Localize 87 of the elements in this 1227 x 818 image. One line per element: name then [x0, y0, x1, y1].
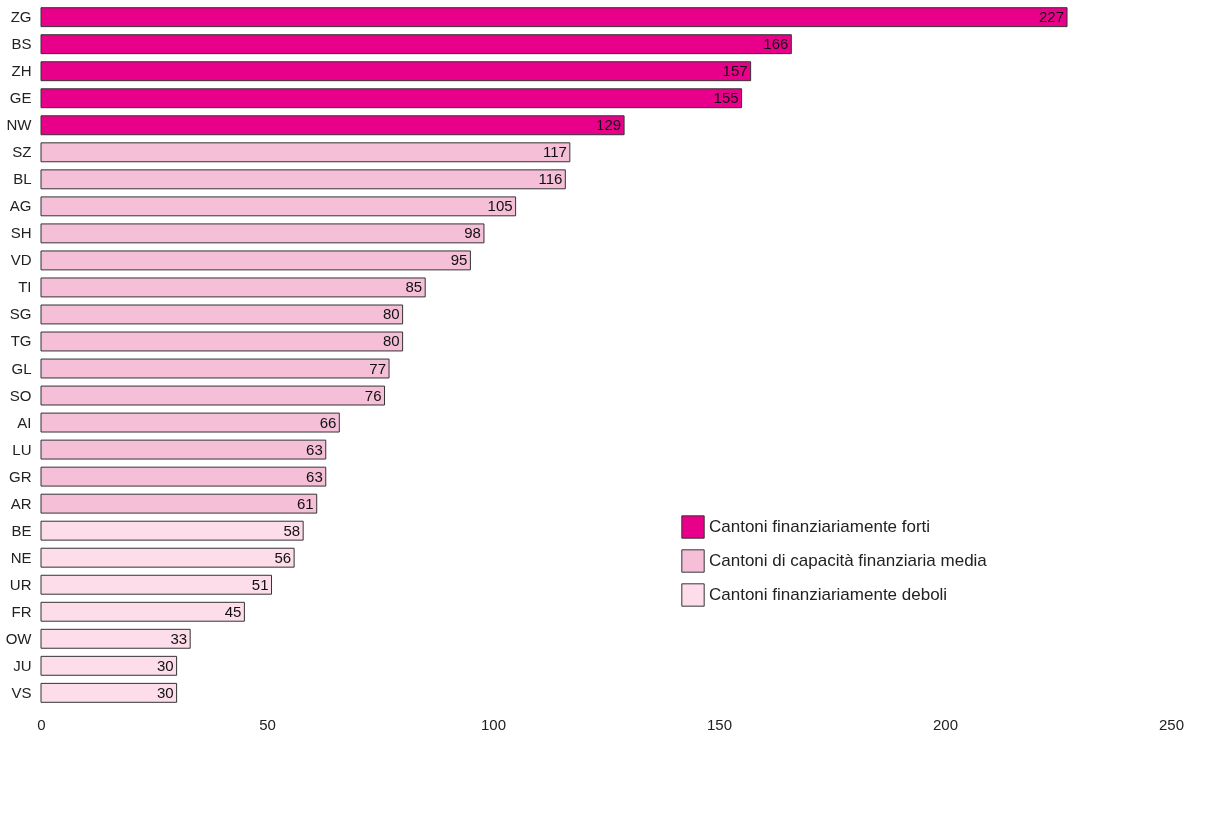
bar	[40, 439, 327, 460]
x-tick-label: 0	[37, 715, 46, 733]
y-tick-label: ZH	[11, 62, 32, 80]
legend-label: Cantoni finanziariamente forti	[709, 517, 931, 536]
bar	[40, 61, 752, 82]
y-tick-label: AG	[9, 197, 32, 215]
x-tick-label: 200	[932, 715, 959, 733]
data-label: 61	[297, 494, 314, 512]
bar	[40, 493, 318, 514]
data-label: 105	[487, 197, 513, 215]
bar	[40, 304, 404, 325]
bar	[40, 250, 471, 271]
x-tick-label: 50	[259, 715, 276, 733]
bar	[40, 331, 404, 352]
bar	[40, 358, 390, 379]
y-tick-label: BS	[11, 35, 32, 53]
data-label: 33	[170, 629, 188, 647]
y-tick-label: FR	[11, 602, 32, 620]
bar	[40, 601, 245, 622]
y-tick-label: LU	[12, 440, 32, 458]
y-tick-label: TG	[10, 332, 32, 350]
y-tick-label: TI	[18, 278, 32, 296]
y-tick-label: BE	[11, 521, 32, 539]
data-label: 98	[464, 224, 481, 242]
bar	[40, 169, 566, 190]
data-label: 166	[763, 35, 789, 53]
bar	[40, 223, 485, 244]
y-tick-label: OW	[5, 629, 33, 647]
y-tick-label: SH	[10, 224, 32, 242]
data-label: 227	[1039, 8, 1065, 26]
y-tick-label: NE	[10, 548, 32, 566]
data-label: 155	[713, 89, 739, 107]
data-label: 77	[369, 359, 387, 377]
y-tick-label: VD	[10, 251, 32, 269]
bar	[40, 385, 386, 406]
data-label: 129	[596, 116, 622, 134]
bar	[40, 88, 743, 109]
bar	[40, 277, 426, 298]
bar	[40, 574, 273, 595]
y-tick-label: ZG	[10, 8, 32, 26]
y-tick-label: GE	[9, 89, 32, 107]
data-label: 117	[542, 143, 567, 161]
bar	[40, 34, 792, 55]
data-label: 63	[306, 440, 323, 458]
y-tick-label: SO	[9, 386, 32, 404]
bar	[40, 115, 625, 136]
data-label: 80	[382, 305, 400, 323]
bar	[40, 196, 517, 217]
y-tick-label: AR	[10, 494, 32, 512]
bar	[40, 142, 571, 163]
y-tick-label: UR	[9, 575, 32, 593]
data-label: 157	[722, 62, 748, 80]
y-tick-label: SG	[9, 305, 32, 323]
bar	[40, 628, 191, 649]
data-label: 85	[405, 278, 423, 296]
legend-label: Cantoni di capacità finanziaria media	[709, 551, 988, 570]
data-label: 80	[382, 332, 400, 350]
bar	[40, 655, 178, 676]
legend-label: Cantoni finanziariamente deboli	[709, 585, 948, 604]
x-tick-label: 150	[706, 715, 733, 733]
data-label: 76	[364, 386, 382, 404]
data-label: 116	[538, 170, 563, 188]
y-tick-label: GR	[9, 467, 32, 485]
data-label: 56	[274, 548, 292, 566]
data-label: 30	[156, 656, 174, 674]
bar	[40, 7, 1068, 28]
y-tick-label: AI	[17, 413, 32, 431]
bar	[40, 547, 295, 568]
x-tick-label: 100	[480, 715, 507, 733]
data-label: 95	[450, 251, 468, 269]
bar	[40, 412, 340, 433]
x-tick-label: 250	[1158, 715, 1185, 733]
data-label: 51	[251, 575, 269, 593]
y-tick-label: GL	[11, 359, 32, 377]
y-tick-label: JU	[13, 656, 32, 674]
bar	[40, 466, 327, 487]
data-label: 45	[224, 602, 242, 620]
y-tick-label: BL	[13, 170, 32, 188]
data-label: 66	[319, 413, 337, 431]
data-label: 63	[306, 467, 323, 485]
bar	[40, 520, 304, 541]
y-tick-label: VS	[11, 683, 32, 701]
y-tick-label: NW	[6, 116, 33, 134]
data-label: 58	[283, 521, 301, 539]
data-label: 30	[156, 683, 174, 701]
bar	[40, 682, 178, 703]
y-tick-label: SZ	[12, 143, 32, 161]
